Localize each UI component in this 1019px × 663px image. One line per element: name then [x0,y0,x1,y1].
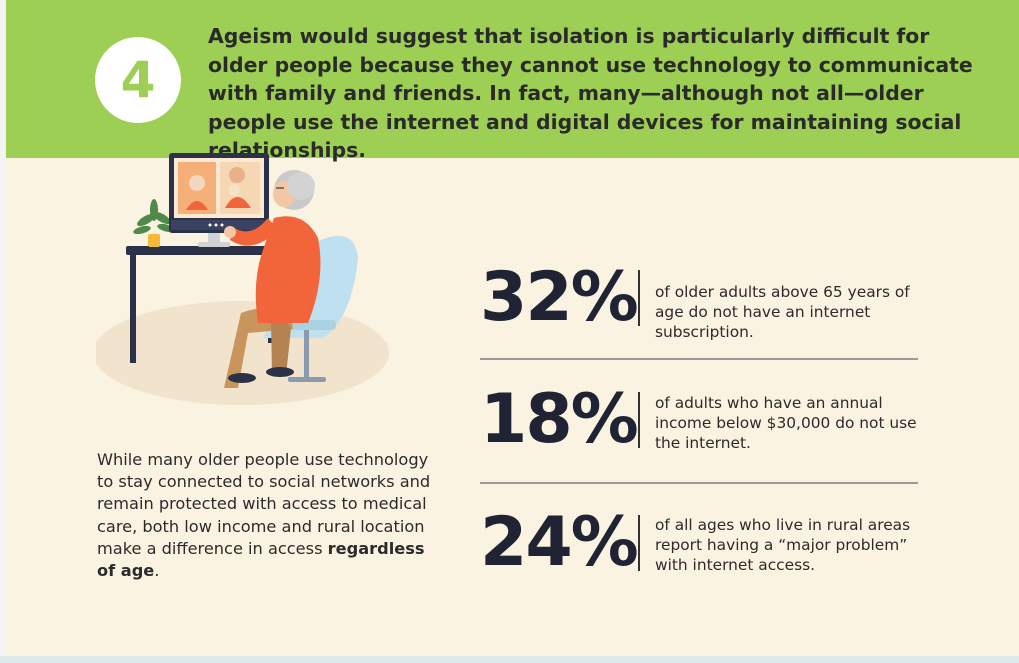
person-arm [230,218,278,246]
chair-post [304,330,309,380]
body-text-bold: regardless of age [97,538,425,581]
section-divider [480,358,918,360]
monitor-base [198,242,230,247]
older-person-video-call-illustration [96,153,389,405]
stat-divider [638,515,640,571]
plant-leaves [133,199,175,235]
shoe-left [228,373,256,383]
stat-row: 24% of all ages who live in rural areas … [480,503,920,583]
person-hand [224,226,236,238]
chair-base [288,377,326,382]
person-sweater [255,216,321,323]
plant-pot [148,234,160,247]
desk-top [126,246,276,255]
stat-row: 32% of older adults above 65 years of ag… [480,258,920,341]
shoe-right [266,367,294,377]
stat-row: 18% of adults who have an annual income … [480,380,920,460]
desk-leg-left [130,253,136,363]
bottom-edge [0,656,1019,663]
body-paragraph: While many older people use technology t… [97,449,442,582]
stat-value: 24% [480,503,639,582]
stat-divider [638,270,640,326]
body-text-end: . [154,561,160,581]
number-badge-label: 4 [120,51,156,109]
stat-value: 32% [480,258,639,337]
section-divider [480,482,918,484]
stat-description: of older adults above 65 years of age do… [655,283,910,341]
stat-description: of adults who have an annual income belo… [655,394,917,452]
monitor-stand [208,230,220,244]
left-edge [0,0,6,663]
stat-value: 18% [480,380,639,459]
stat-divider [638,392,640,448]
number-badge: 4 [95,37,181,123]
stat-description: of all ages who live in rural areas repo… [655,516,911,574]
body-text-plain: While many older people use technology t… [97,450,431,558]
banner-statement: Ageism would suggest that isolation is p… [208,24,973,162]
